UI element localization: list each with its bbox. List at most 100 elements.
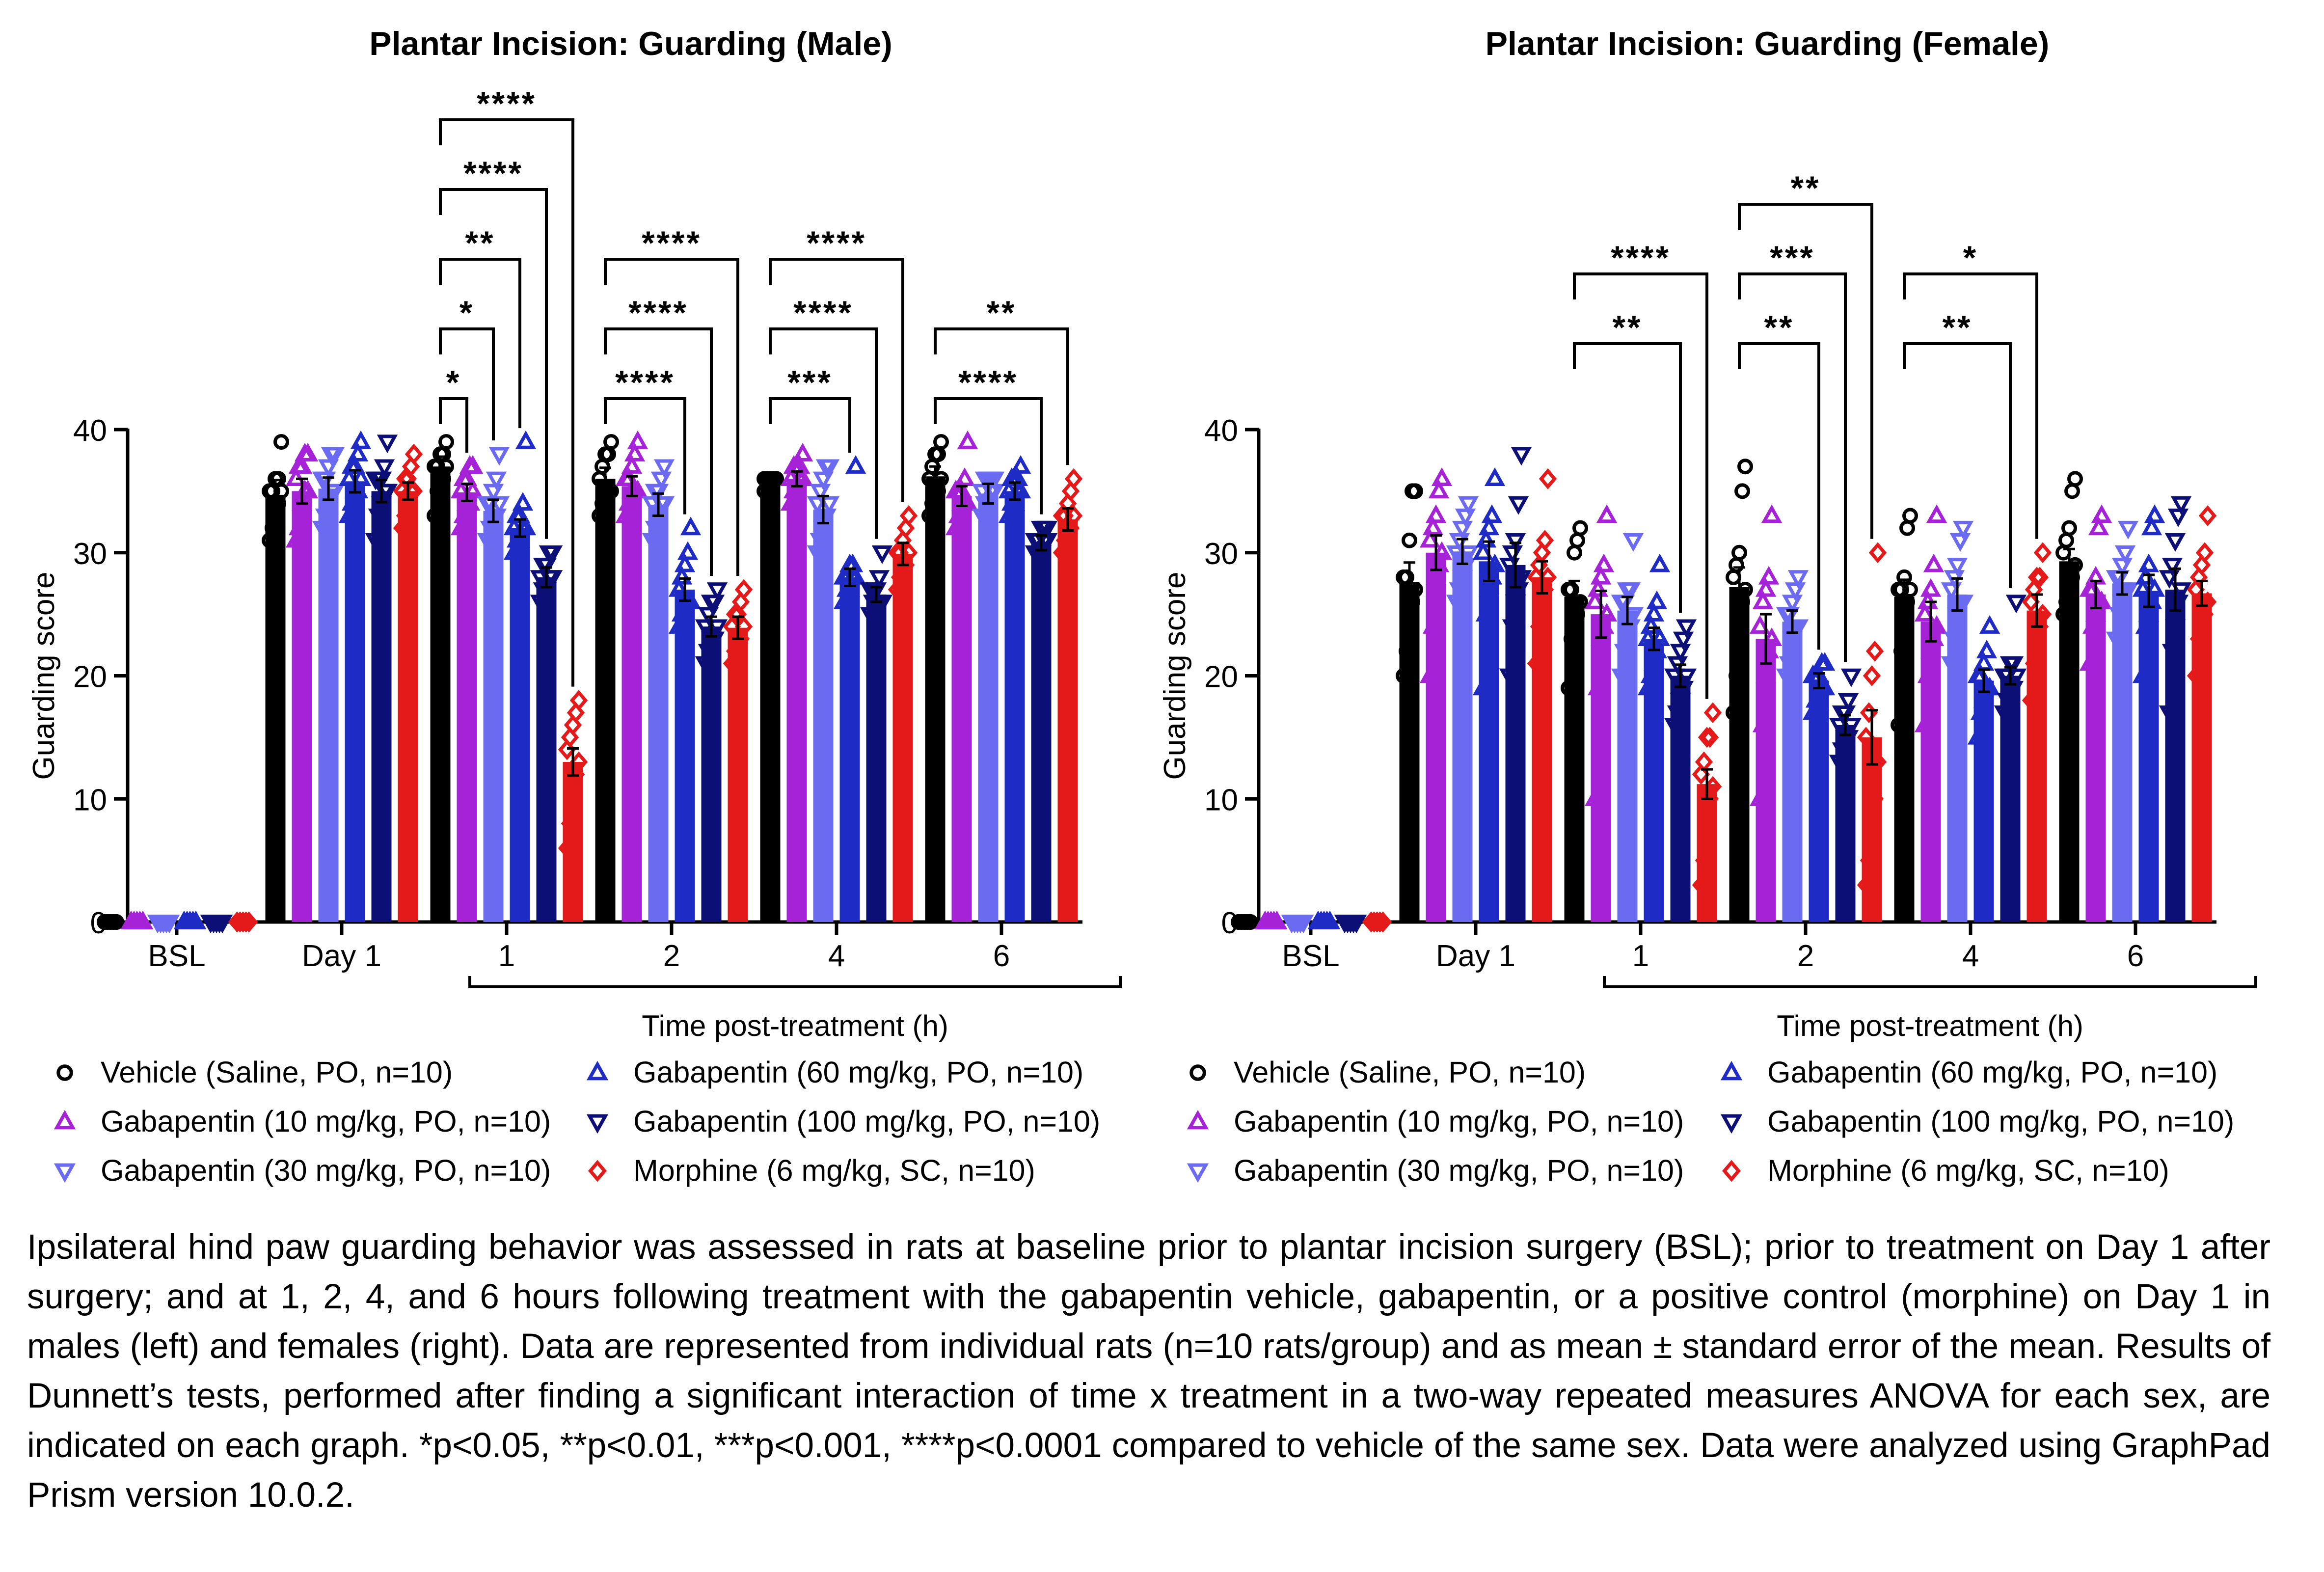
error-bar	[2196, 579, 2208, 607]
bracket-line	[934, 327, 1069, 465]
bar	[2165, 589, 2186, 922]
data-point	[1949, 533, 1971, 552]
data-point	[1902, 508, 1918, 524]
post-treatment-bracket	[468, 976, 1122, 988]
data-point	[1703, 776, 1722, 797]
data-point	[2117, 520, 2139, 540]
data-point	[1446, 595, 1467, 614]
significance-label: **	[1791, 169, 1821, 207]
data-point	[698, 607, 719, 626]
bar	[1564, 597, 1585, 922]
data-point	[393, 517, 411, 539]
data-point	[1622, 533, 1644, 552]
error-bar	[1035, 534, 1047, 552]
error-bar	[270, 479, 281, 511]
data-point	[1749, 615, 1771, 634]
data-point	[503, 541, 525, 560]
data-point	[1649, 627, 1671, 646]
data-point	[1829, 755, 1850, 774]
data-point	[2033, 542, 2052, 564]
significance-label: ****	[807, 224, 866, 262]
significance-bracket: ****	[1573, 239, 1708, 699]
data-point	[2111, 595, 2133, 614]
data-point	[1737, 459, 1753, 475]
data-point	[1695, 850, 1713, 871]
data-point	[2195, 603, 2214, 625]
data-point	[945, 516, 967, 536]
significance-label: **	[465, 224, 495, 262]
data-point	[512, 492, 534, 511]
bar	[483, 511, 504, 922]
data-point	[896, 554, 915, 576]
error-bar	[2090, 579, 2102, 610]
data-point	[954, 467, 975, 486]
legend-entry: Gabapentin (30 mg/kg, PO, n=10)	[1187, 1154, 1684, 1187]
data-point	[1587, 677, 1609, 696]
data-point	[2082, 615, 2104, 634]
data-point	[312, 520, 333, 540]
data-point	[1692, 763, 1710, 785]
data-point	[1673, 680, 1694, 700]
y-tick-label: 10	[73, 783, 107, 817]
data-point	[1899, 520, 1915, 536]
error-bar	[2143, 573, 2155, 608]
data-point	[1701, 788, 1719, 810]
x-tick-label: BSL	[1282, 939, 1339, 973]
x-tick-label: 4	[1962, 939, 1979, 973]
data-point	[185, 910, 207, 929]
data-point	[839, 578, 861, 597]
error-bar	[1786, 609, 1798, 634]
error-bar	[2004, 666, 2016, 686]
data-point	[786, 480, 808, 499]
error-bar	[791, 470, 803, 488]
significance-bracket: ****	[769, 294, 878, 539]
data-point	[668, 578, 690, 597]
significance-label: **	[1764, 309, 1794, 346]
significance-label: ****	[463, 155, 523, 192]
bar	[1729, 587, 1750, 922]
x-tick-label: 2	[1797, 939, 1814, 973]
data-point	[561, 727, 579, 748]
data-point	[818, 459, 840, 478]
bar	[265, 494, 286, 922]
data-point	[1979, 615, 2000, 634]
data-point	[1779, 656, 1800, 675]
bar	[457, 492, 477, 922]
data-point	[695, 619, 716, 638]
data-point	[1533, 591, 1551, 613]
data-point	[603, 434, 619, 450]
bar	[430, 466, 451, 922]
data-point	[1896, 619, 1912, 635]
data-point	[1664, 668, 1685, 687]
data-point	[1761, 504, 1783, 523]
data-point	[865, 582, 887, 601]
legend-entry: Vehicle (Saline, PO, n=10)	[1189, 1056, 1586, 1089]
x-tick-label: Day 1	[302, 939, 381, 973]
data-point	[453, 504, 475, 523]
data-point	[558, 838, 576, 859]
error-bar	[599, 466, 611, 491]
data-point	[818, 496, 840, 515]
error-bar	[1866, 709, 1878, 766]
data-point	[1703, 702, 1722, 724]
data-point	[132, 910, 154, 929]
data-point	[1539, 567, 1557, 588]
legend-label: Vehicle (Saline, PO, n=10)	[101, 1056, 453, 1089]
data-point	[1670, 644, 1691, 663]
bracket-line	[604, 258, 739, 576]
data-point	[1808, 689, 1830, 708]
significance-label: *	[459, 294, 474, 331]
data-point	[896, 517, 915, 539]
data-point	[671, 566, 693, 585]
legend-marker	[54, 1110, 76, 1130]
data-point	[1838, 730, 1859, 749]
data-point	[1620, 582, 1641, 601]
legend-label: Gabapentin (30 mg/kg, PO, n=10)	[101, 1154, 551, 1187]
legend-entry: Gabapentin (10 mg/kg, PO, n=10)	[1187, 1105, 1684, 1138]
legend-entry: Gabapentin (30 mg/kg, PO, n=10)	[54, 1154, 551, 1187]
significance-bracket: *	[1903, 239, 2038, 539]
bar	[978, 493, 999, 922]
error-bar	[376, 479, 387, 504]
data-point	[1860, 850, 1878, 871]
data-point	[1593, 553, 1615, 572]
